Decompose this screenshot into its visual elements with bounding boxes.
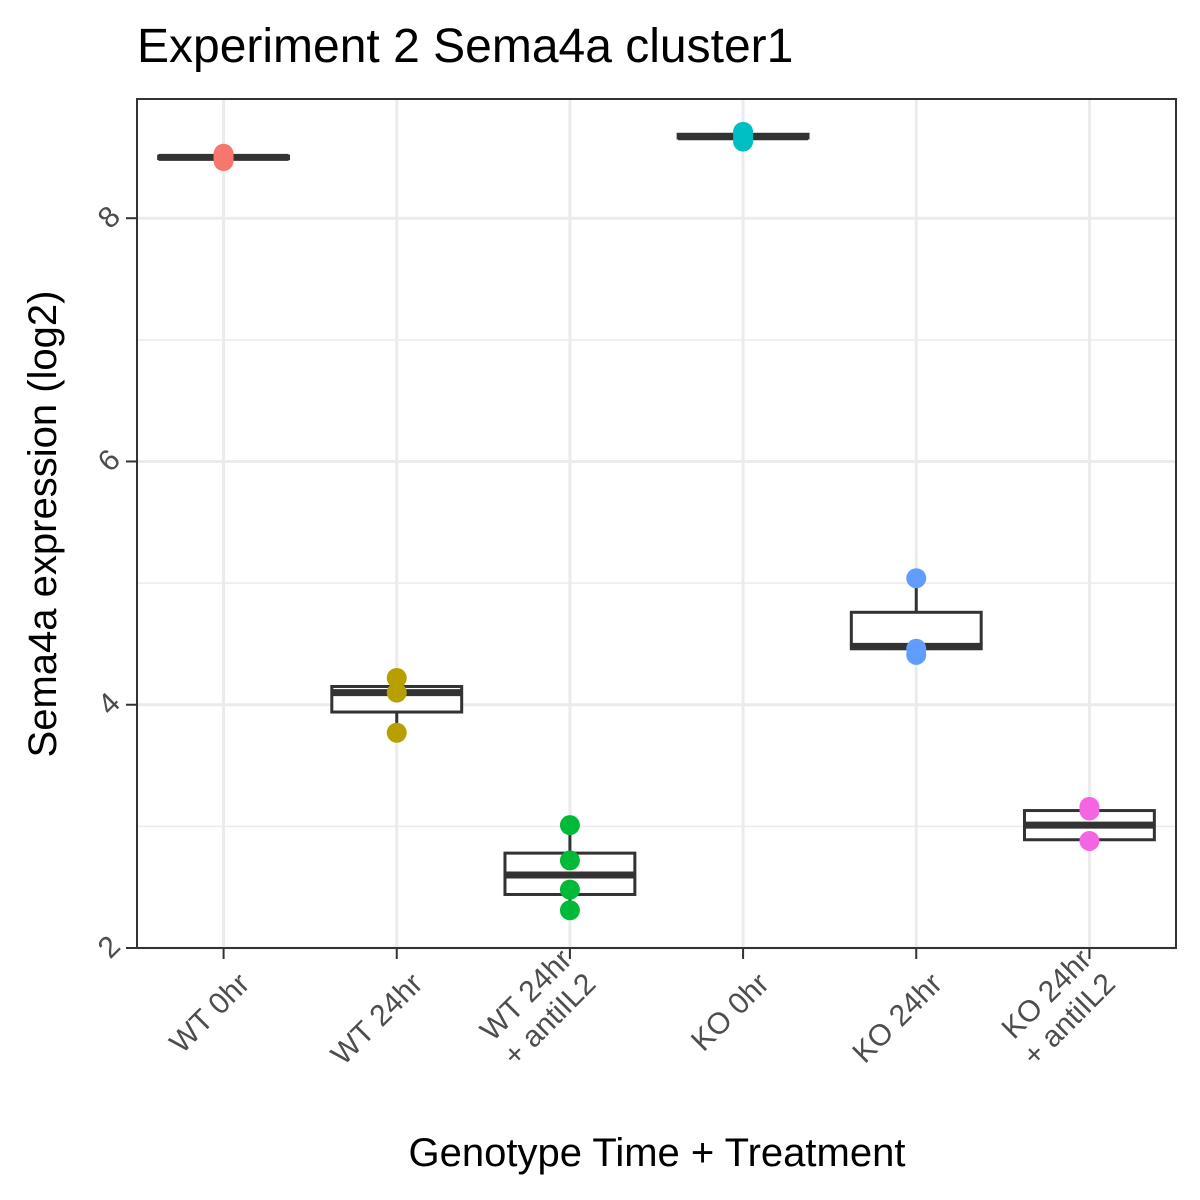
x-tick-label: KO 24hr bbox=[846, 967, 948, 1069]
data-point bbox=[213, 143, 234, 164]
x-tick-label: KO 24hr+ antiIL2 bbox=[993, 943, 1122, 1072]
y-tick-label: 6 bbox=[92, 443, 127, 478]
chart-title: Experiment 2 Sema4a cluster1 bbox=[137, 20, 793, 73]
y-tick-label: 4 bbox=[92, 686, 127, 721]
data-point bbox=[559, 815, 580, 836]
panel-border bbox=[136, 98, 1177, 949]
data-point bbox=[386, 682, 407, 703]
data-point bbox=[906, 568, 927, 589]
y-tick-label: 2 bbox=[92, 930, 127, 965]
point-layer bbox=[213, 121, 1100, 921]
data-point bbox=[1079, 830, 1100, 851]
x-tick-label-line: WT 0hr bbox=[164, 967, 256, 1059]
x-tick-label-line: KO 24hr bbox=[846, 967, 948, 1069]
y-tick-label: 8 bbox=[92, 200, 127, 235]
x-tick-label: KO 0hr bbox=[685, 967, 776, 1058]
x-tick-label: WT 0hr bbox=[164, 967, 256, 1059]
x-tick-label: WT 24hr+ antiIL2 bbox=[473, 943, 602, 1072]
data-point bbox=[386, 667, 407, 688]
x-tick-label-line: WT 24hr bbox=[325, 967, 429, 1071]
data-point bbox=[733, 121, 754, 142]
data-point bbox=[386, 722, 407, 743]
data-point bbox=[1079, 796, 1100, 817]
x-tick-label: WT 24hr bbox=[325, 967, 429, 1071]
x-tick-label-line: KO 0hr bbox=[685, 967, 776, 1058]
data-point bbox=[559, 879, 580, 900]
data-point bbox=[906, 638, 927, 659]
y-axis-title: Sema4a expression (log2) bbox=[21, 291, 65, 758]
x-axis-title: Genotype Time + Treatment bbox=[409, 1131, 906, 1175]
plot-panel bbox=[137, 99, 1176, 948]
data-point bbox=[559, 900, 580, 921]
data-point bbox=[559, 850, 580, 871]
